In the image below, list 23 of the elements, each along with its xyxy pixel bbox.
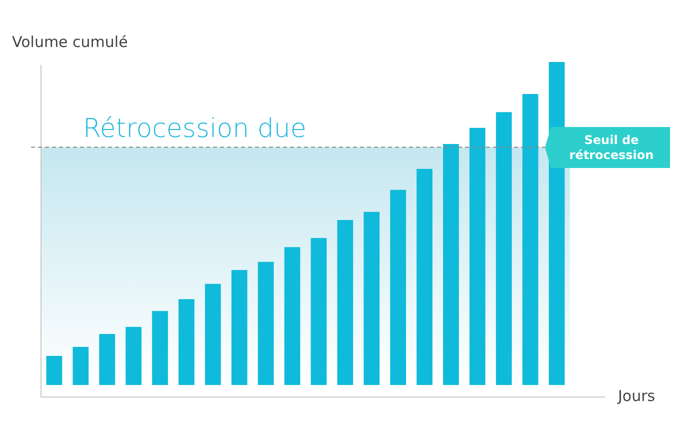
bar <box>416 168 432 385</box>
bar <box>337 220 354 385</box>
bar <box>469 128 486 385</box>
bar <box>310 238 327 385</box>
bar <box>284 247 300 385</box>
bar <box>72 346 89 385</box>
bar <box>152 311 168 385</box>
bar <box>364 212 380 385</box>
bar <box>99 334 116 385</box>
label-tag: Seuil de rétrocession <box>545 127 670 168</box>
band-label: Rétrocession due <box>83 114 306 144</box>
bar <box>178 299 194 385</box>
bar <box>231 270 248 385</box>
bar <box>258 262 274 385</box>
bar <box>522 94 538 385</box>
bar <box>46 356 62 385</box>
bar <box>126 326 142 385</box>
y-axis-title: Volume cumulé <box>12 32 128 51</box>
bar <box>390 190 406 385</box>
bar <box>204 284 221 385</box>
bar <box>496 112 512 385</box>
x-axis-title: Jours <box>617 386 656 405</box>
bar <box>443 144 459 385</box>
